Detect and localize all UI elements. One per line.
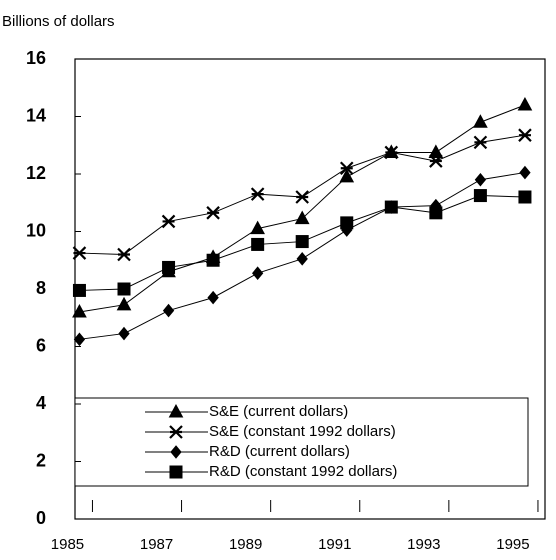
point: [161, 214, 176, 229]
point: [294, 210, 310, 225]
y-tick-label: 12: [26, 163, 46, 183]
y-tick-label: 14: [26, 105, 46, 125]
point: [428, 144, 444, 158]
point: [473, 189, 487, 203]
point: [162, 303, 175, 318]
point: [429, 154, 443, 168]
legend-label: S&E (constant 1992 dollars): [209, 423, 396, 440]
x-tick-label: 1991: [318, 536, 351, 553]
series-line: [79, 104, 526, 313]
point: [72, 283, 86, 297]
point: [206, 253, 220, 267]
point: [295, 235, 309, 249]
point: [117, 247, 131, 262]
point: [474, 172, 487, 187]
point: [250, 220, 265, 235]
point: [517, 96, 533, 111]
y-tick-label: 2: [36, 450, 46, 470]
x-tick-label: 1995: [496, 536, 529, 553]
x-tick-label: 1985: [51, 536, 84, 553]
y-tick-label: 0: [36, 508, 46, 528]
point: [473, 114, 488, 128]
point: [117, 282, 131, 296]
point: [340, 216, 354, 230]
y-axis-label: Billions of dollars: [2, 13, 115, 30]
point: [518, 190, 532, 204]
point: [72, 303, 87, 318]
y-tick-label: 10: [26, 220, 46, 240]
point: [73, 332, 86, 347]
point: [473, 135, 488, 150]
point: [339, 161, 354, 176]
x-tick-label: 1989: [229, 536, 262, 553]
point: [384, 145, 399, 160]
point: [252, 266, 264, 280]
legend-marker: [168, 403, 184, 418]
y-tick-label: 6: [36, 335, 46, 355]
point: [384, 200, 398, 214]
point: [250, 187, 265, 201]
legend-label: S&E (current dollars): [209, 403, 348, 420]
point: [339, 168, 355, 183]
point: [518, 128, 532, 142]
point: [118, 326, 130, 341]
point: [251, 237, 265, 251]
point: [296, 252, 308, 266]
legend-marker: [169, 425, 183, 439]
y-tick-label: 8: [36, 278, 46, 298]
x-tick-label: 1993: [407, 536, 440, 553]
point: [116, 296, 132, 311]
legend-marker: [170, 445, 182, 459]
legend-marker: [169, 465, 183, 479]
legend-box: [74, 397, 529, 487]
point: [207, 290, 219, 305]
legend-label: R&D (current dollars): [209, 443, 350, 460]
point: [519, 165, 531, 180]
point: [206, 206, 220, 220]
point: [295, 190, 309, 204]
y-tick-label: 4: [36, 393, 46, 413]
point: [72, 246, 87, 260]
point: [162, 260, 176, 274]
point: [429, 206, 443, 220]
legend-label: R&D (constant 1992 dollars): [209, 463, 397, 480]
y-tick-label: 16: [26, 48, 46, 68]
x-tick-label: 1987: [140, 536, 173, 553]
